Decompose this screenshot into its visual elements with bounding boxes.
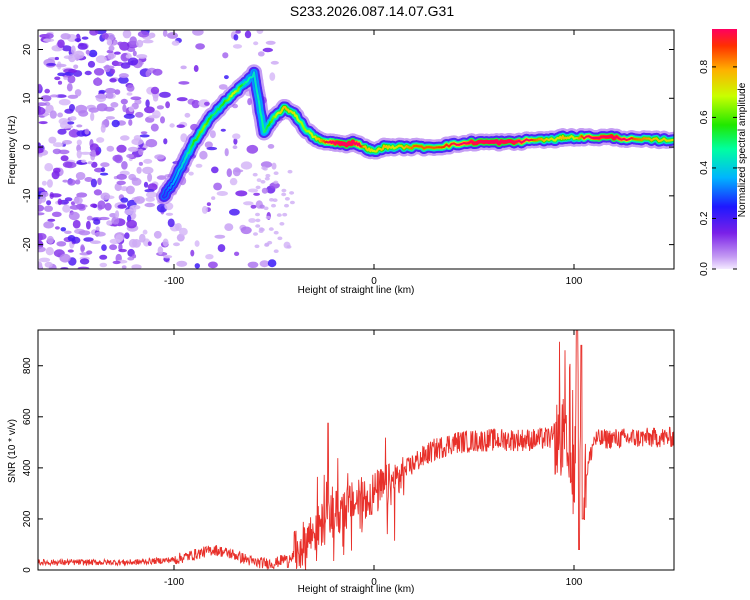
colorbar-tick-label: 0.0 bbox=[699, 262, 710, 276]
colorbar-tick-label: 0.8 bbox=[699, 60, 710, 74]
spectrogram-ylabel: Frequency (Hz) bbox=[7, 116, 18, 185]
snr-panel: -100 0 100 0 200 400 600 800 Height of straight… bbox=[7, 329, 675, 595]
colorbar-tick-label: 0.4 bbox=[699, 161, 710, 175]
snr-ytick-label: 600 bbox=[22, 408, 33, 425]
snr-ytick-label: 200 bbox=[22, 510, 33, 527]
ridge-layer bbox=[163, 71, 674, 198]
spectrogram-xlabel: Height of straight line (km) bbox=[298, 285, 415, 296]
snr-xtick-label: -100 bbox=[164, 577, 184, 588]
snr-frame bbox=[37, 329, 675, 571]
spectrogram-ytick-label: -10 bbox=[22, 188, 33, 203]
colorbar-tick-label: 0.2 bbox=[699, 211, 710, 225]
snr-ytick-label: 800 bbox=[22, 357, 33, 374]
spectrogram-xtick-label: 100 bbox=[566, 276, 583, 287]
chart-title: S233.2026.087.14.07.G31 bbox=[290, 3, 454, 19]
spectrogram-ridge bbox=[156, 64, 674, 205]
colorbar-gradient bbox=[712, 29, 737, 269]
colorbar-label: Normalized spectral amplitude bbox=[737, 82, 748, 217]
spectrogram-noise bbox=[38, 30, 295, 269]
snr-series-line bbox=[38, 330, 674, 570]
spectrogram-ytick-label: 10 bbox=[22, 92, 33, 104]
snr-xtick-label: 100 bbox=[566, 577, 583, 588]
spectrogram-xtick-label: 0 bbox=[371, 276, 377, 287]
spectrogram-frame bbox=[37, 29, 675, 270]
colorbar-tick-label: 0.6 bbox=[699, 110, 710, 124]
snr-xlabel: Height of straight line (km) bbox=[298, 584, 415, 595]
colorbar: 0.0 0.2 0.4 0.6 0.8 Normalized spectral ampl… bbox=[699, 29, 748, 276]
spectrogram-ytick-label: 0 bbox=[22, 144, 33, 150]
spectrogram-ytick-label: -20 bbox=[22, 237, 33, 252]
spectrogram-xtick-label: -100 bbox=[164, 276, 184, 287]
snr-ylabel: SNR (10 * v/v) bbox=[7, 419, 18, 483]
snr-xtick-label: 0 bbox=[371, 577, 377, 588]
snr-ytick-label: 400 bbox=[22, 459, 33, 476]
spectrogram-ytick-label: 20 bbox=[22, 44, 33, 56]
snr-ytick-label: 0 bbox=[22, 567, 33, 573]
